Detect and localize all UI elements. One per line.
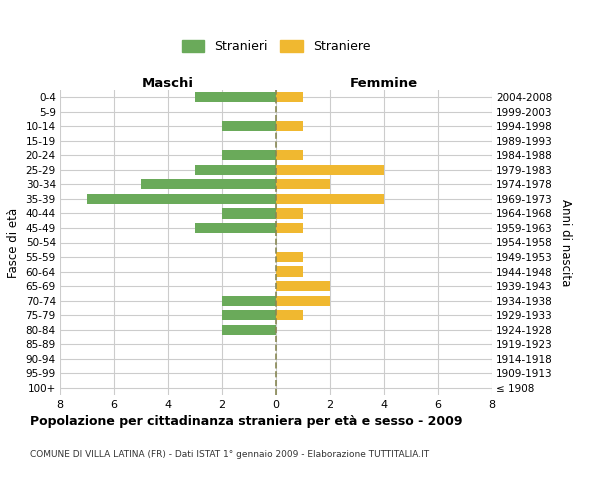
Bar	[276, 150, 303, 160]
Bar	[87, 194, 276, 204]
Y-axis label: Anni di nascita: Anni di nascita	[559, 199, 572, 286]
Bar	[141, 180, 276, 190]
Bar	[195, 223, 276, 233]
Bar	[276, 92, 303, 102]
Bar	[276, 208, 303, 218]
Bar	[276, 121, 303, 132]
Bar	[222, 324, 276, 334]
Bar	[195, 92, 276, 102]
Bar	[195, 165, 276, 175]
Bar	[276, 296, 330, 306]
Bar	[276, 252, 303, 262]
Bar	[276, 165, 384, 175]
Bar	[222, 208, 276, 218]
Legend: Stranieri, Straniere: Stranieri, Straniere	[182, 40, 370, 53]
Text: COMUNE DI VILLA LATINA (FR) - Dati ISTAT 1° gennaio 2009 - Elaborazione TUTTITAL: COMUNE DI VILLA LATINA (FR) - Dati ISTAT…	[30, 450, 429, 459]
Bar	[276, 180, 330, 190]
Text: Popolazione per cittadinanza straniera per età e sesso - 2009: Popolazione per cittadinanza straniera p…	[30, 415, 463, 428]
Text: Maschi: Maschi	[142, 77, 194, 90]
Bar	[222, 296, 276, 306]
Bar	[222, 150, 276, 160]
Text: Femmine: Femmine	[350, 77, 418, 90]
Bar	[222, 310, 276, 320]
Bar	[276, 281, 330, 291]
Bar	[222, 121, 276, 132]
Bar	[276, 223, 303, 233]
Bar	[276, 266, 303, 276]
Bar	[276, 194, 384, 204]
Bar	[276, 310, 303, 320]
Y-axis label: Fasce di età: Fasce di età	[7, 208, 20, 278]
